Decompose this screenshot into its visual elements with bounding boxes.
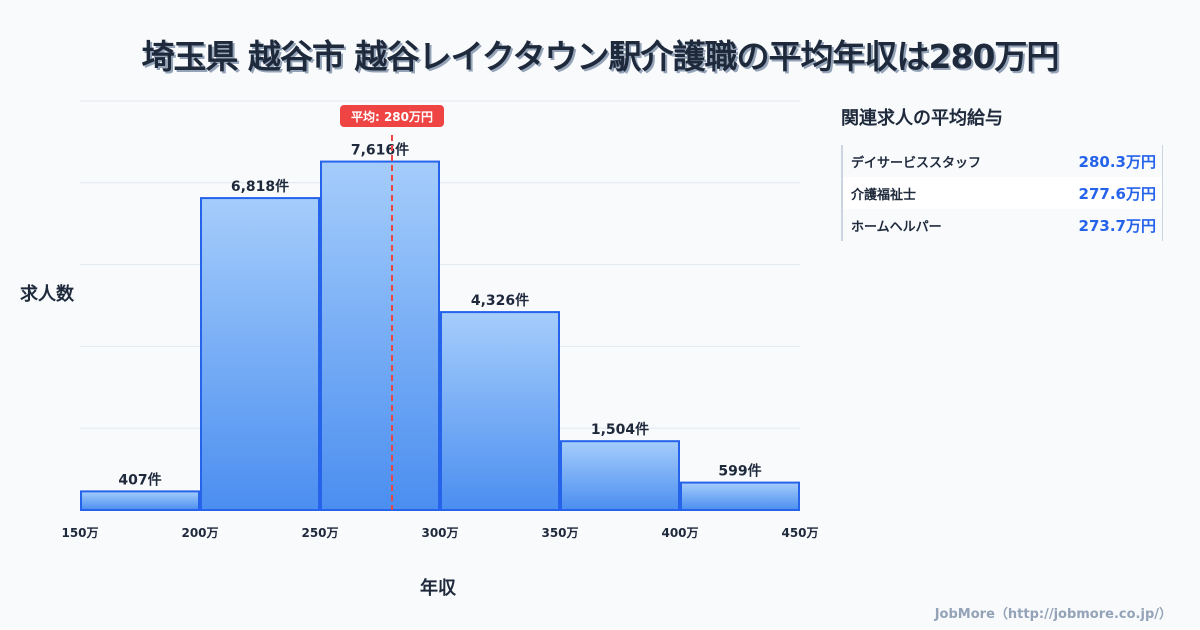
related-salary-table: デイサービススタッフ 280.3万円 介護福祉士 277.6万円 ホームヘルパー 27… — [841, 145, 1163, 241]
x-tick-label: 150万 — [61, 526, 98, 540]
credit-text: JobMore（http://jobmore.co.jp/） — [934, 607, 1172, 622]
x-tick-label: 450万 — [781, 526, 818, 540]
bar-value-label: 4,326件 — [471, 292, 529, 309]
job-salary: 273.7万円 — [1078, 216, 1156, 235]
histogram-bar — [200, 197, 320, 511]
bar-value-label: 407件 — [118, 471, 161, 488]
bar-value-label: 1,504件 — [591, 421, 649, 438]
mean-label: 平均: 280万円 — [351, 109, 433, 124]
table-row: ホームヘルパー 273.7万円 — [843, 209, 1162, 241]
x-axis-label: 年収 — [420, 578, 456, 599]
job-name: デイサービススタッフ — [851, 155, 982, 171]
table-row: 介護福祉士 277.6万円 — [843, 177, 1162, 209]
x-tick-label: 350万 — [541, 526, 578, 540]
x-tick-label: 300万 — [421, 526, 458, 540]
histogram-bar — [680, 481, 800, 512]
mean-badge — [340, 105, 444, 127]
histogram-bar — [320, 160, 440, 511]
bar-value-label: 7,616件 — [351, 142, 409, 159]
table-row: デイサービススタッフ 280.3万円 — [843, 145, 1162, 177]
job-name: ホームヘルパー — [851, 219, 942, 235]
job-name: 介護福祉士 — [851, 187, 917, 203]
bar-value-label: 6,818件 — [231, 178, 289, 195]
x-tick-label: 250万 — [301, 526, 338, 540]
histogram-bar — [80, 490, 200, 511]
job-salary: 277.6万円 — [1078, 184, 1156, 203]
x-tick-label: 200万 — [181, 526, 218, 540]
page-title: 埼玉県 越谷市 越谷レイクタウン駅介護職の平均年収は280万円 — [141, 37, 1060, 76]
x-tick-label: 400万 — [661, 526, 698, 540]
histogram-bar — [440, 311, 560, 511]
y-axis-label: 求人数 — [20, 284, 74, 305]
bar-value-label: 599件 — [718, 463, 761, 480]
histogram-bar — [560, 440, 680, 511]
job-salary: 280.3万円 — [1078, 152, 1156, 171]
related-salary-title: 関連求人の平均給与 — [841, 108, 1003, 129]
